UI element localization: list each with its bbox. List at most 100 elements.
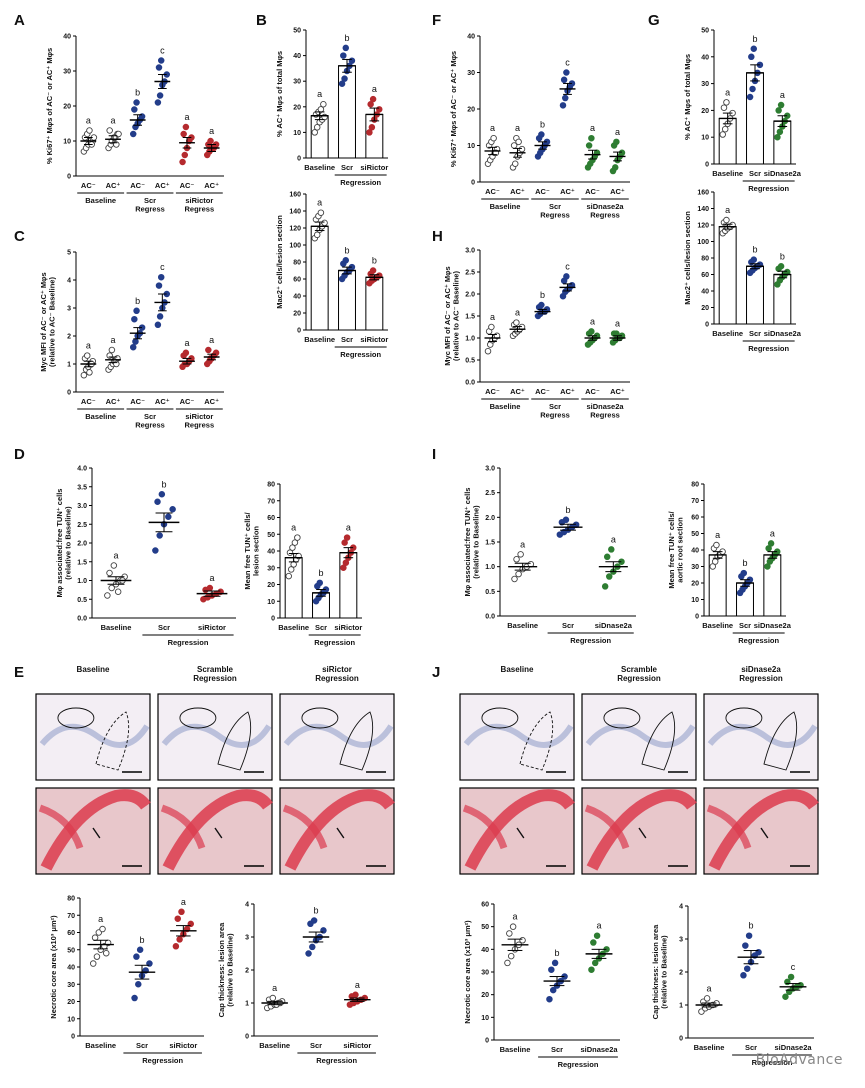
he-tissue	[284, 789, 395, 871]
y-tick-label: 40	[67, 965, 75, 972]
x-tick-label: AC⁻	[485, 187, 500, 196]
chart-C: 0 1 2 3 4 5 Myc MFI of AC⁻ or AC⁺ Mφs(relative…	[39, 250, 224, 430]
x-tick-label: AC⁺	[510, 387, 525, 396]
x-tick-label: Scr	[562, 621, 574, 630]
data-point	[588, 966, 595, 973]
y-tick-label: 60	[267, 515, 275, 522]
data-point	[723, 216, 730, 224]
x-tick-label: Baseline	[702, 621, 733, 630]
significance-letter: b	[161, 479, 166, 489]
he-tissue	[708, 789, 819, 871]
y-tick-label: 0.0	[77, 616, 87, 623]
x-tick-label: Scr	[315, 623, 327, 632]
y-tick-label: 1	[67, 362, 71, 369]
x-tick-label: AC⁻	[130, 181, 145, 190]
y-tick-label: 20	[293, 311, 301, 318]
y-tick-label: 20	[481, 992, 489, 999]
chart-G_top: 0 10 20 30 40 50 % AC⁺ Mφs of total Mφs a b a Base…	[683, 28, 802, 194]
x-tick-label: siRictor	[360, 335, 388, 344]
lesion-outline	[641, 711, 676, 771]
data-point	[713, 541, 720, 549]
data-point	[179, 158, 186, 166]
significance-letter: b	[139, 935, 144, 945]
y-tick-label: 4	[679, 904, 683, 911]
data-point	[369, 95, 377, 103]
y-axis-label: % AC⁺ Mφs of total Mφs	[275, 51, 284, 137]
data-point	[294, 534, 301, 541]
y-tick-label: 1	[245, 1001, 249, 1008]
data-point	[352, 991, 359, 999]
significance-letter: a	[209, 335, 214, 345]
y-axis-label: Myc MFI of AC⁻ or AC⁺ Mφs(relative to AC…	[443, 266, 461, 365]
data-point	[588, 328, 595, 335]
data-point	[129, 130, 137, 138]
data-point	[563, 69, 570, 76]
data-point	[340, 52, 347, 59]
significance-letter: a	[590, 316, 595, 326]
data-point	[93, 953, 101, 960]
x-tick-label: Baseline	[85, 1041, 116, 1050]
y-tick-label: 3.0	[465, 248, 475, 255]
chart-B_top: 0 10 20 30 40 50 % AC⁺ Mφs of total Mφs a b a Base…	[275, 28, 388, 188]
x-tick-label: Baseline	[712, 329, 743, 338]
data-point	[740, 569, 748, 577]
he-tissue	[160, 804, 206, 850]
lesion-outline	[725, 707, 763, 729]
y-tick-label: 30	[467, 70, 475, 77]
x-tick-label: AC⁺	[204, 397, 219, 406]
data-point	[593, 932, 601, 939]
significance-letter: b	[752, 34, 757, 44]
y-tick-label: 2.5	[77, 522, 87, 529]
data-point	[106, 352, 113, 359]
y-tick-label: 40	[481, 947, 489, 954]
data-point	[538, 301, 545, 309]
y-tick-label: 0	[245, 1034, 249, 1041]
y-tick-label: 3	[679, 937, 683, 944]
x-tick-label: Scr	[749, 329, 761, 338]
data-point	[506, 930, 513, 937]
significance-letter: a	[725, 87, 730, 97]
data-point	[342, 44, 350, 52]
y-tick-label: 70	[267, 498, 275, 505]
group-label: Regression	[168, 638, 209, 647]
lesion-outline	[179, 707, 217, 729]
significance-letter: a	[86, 341, 91, 351]
data-point	[538, 131, 545, 138]
image-column-title: Baseline	[501, 665, 534, 674]
data-point	[613, 330, 620, 337]
data-point	[743, 965, 751, 972]
data-point	[515, 138, 522, 146]
x-tick-label: siRictor	[334, 623, 362, 632]
y-tick-label: 2	[679, 970, 683, 977]
data-point	[108, 584, 115, 592]
data-point	[366, 129, 373, 136]
data-point	[341, 75, 348, 82]
data-point	[723, 99, 730, 106]
y-tick-label: 0.5	[485, 589, 495, 596]
chart-I_right: 0 10 20 30 40 50 60 70 80 Mean free TUN⁺ cells/ao…	[667, 482, 792, 646]
y-axis-label: % Ki67⁺ Mφs of AC⁻ or AC⁺ Mφs	[45, 48, 54, 164]
y-tick-label: 2	[245, 968, 249, 975]
data-point	[608, 546, 615, 553]
cap-marker	[336, 827, 345, 839]
y-tick-label: 40	[293, 53, 301, 60]
y-tick-label: 1.0	[465, 336, 475, 343]
y-tick-label: 50	[293, 28, 301, 35]
data-point	[131, 994, 138, 1002]
significance-letter: a	[512, 912, 517, 922]
y-axis-label: Myc MFI of AC⁻ or AC⁺ Mφs(relative to AC…	[39, 272, 57, 371]
group-label: Scr Regress	[135, 196, 165, 214]
data-point	[102, 949, 110, 957]
y-axis-label: % Ki67⁺ Mφs of AC⁻ or AC⁺ Mφs	[449, 51, 458, 167]
data-point	[507, 952, 515, 960]
y-tick-label: 140	[289, 209, 301, 216]
y-axis-label: Necrotic core area (x10³ μm²)	[463, 920, 472, 1024]
panel-letter-A: A	[14, 12, 25, 29]
data-point	[206, 584, 214, 592]
chart-D_left: 0.0 0.5 1.0 1.5 2.0 2.5 3.0 3.5 4.0 Mφ associated…	[55, 466, 236, 647]
chart-I_left: 0.0 0.5 1.0 1.5 2.0 2.5 3.0 Mφ associated:free …	[463, 466, 636, 645]
significance-letter: b	[742, 558, 747, 568]
y-tick-label: 30	[691, 564, 699, 571]
data-point	[86, 127, 93, 134]
